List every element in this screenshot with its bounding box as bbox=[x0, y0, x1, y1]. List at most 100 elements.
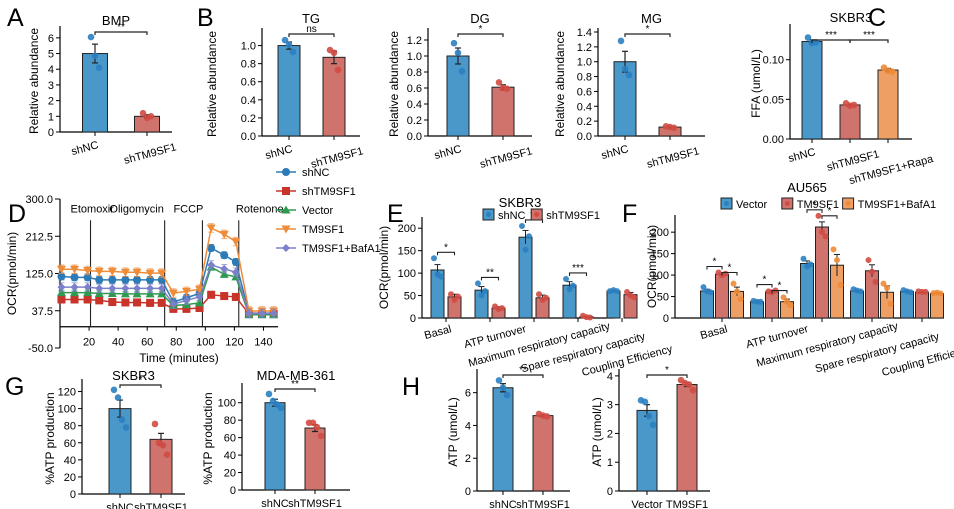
significance-label: * bbox=[444, 242, 448, 253]
x-tick-label: shNC bbox=[433, 143, 463, 162]
y-tick-label: 50 bbox=[404, 291, 416, 303]
y-tick-label: 100 bbox=[58, 404, 76, 416]
data-point bbox=[163, 451, 171, 459]
data-point bbox=[830, 246, 837, 253]
chart-title: MG bbox=[641, 11, 662, 26]
bar-shtm9sf1+rapa bbox=[877, 69, 899, 140]
data-point bbox=[670, 124, 678, 132]
data-point bbox=[587, 314, 593, 321]
marker-triangle-down bbox=[70, 265, 80, 274]
data-point bbox=[807, 261, 814, 268]
bar-tm9sf1 bbox=[715, 273, 729, 319]
legend-item: TM9SF1+BafA1 bbox=[842, 197, 936, 211]
marker-square bbox=[195, 303, 204, 312]
x-tick-label: 60 bbox=[141, 337, 153, 349]
significance-bracket bbox=[274, 388, 316, 392]
y-tick-label: 80 bbox=[224, 415, 236, 427]
marker-circle bbox=[282, 168, 290, 176]
data-point bbox=[114, 394, 122, 401]
bar-tm9sf1 bbox=[676, 384, 698, 492]
data-point bbox=[454, 49, 462, 57]
data-point bbox=[834, 257, 840, 264]
bar-shnc bbox=[492, 387, 514, 492]
significance-bracket bbox=[288, 33, 335, 37]
chart-title: TG bbox=[302, 11, 320, 26]
marker-triangle-down bbox=[132, 268, 142, 277]
data-point bbox=[458, 67, 466, 75]
legend-item: shTM9SF1 bbox=[530, 208, 600, 222]
x-tick-label: shTM9SF1 bbox=[288, 498, 342, 509]
x-tick-label: shTM9SF1 bbox=[516, 499, 570, 509]
y-tick-label: 0.4 bbox=[241, 95, 256, 107]
marker-diamond bbox=[70, 283, 79, 292]
data-point bbox=[641, 398, 649, 406]
y-tick-label: 40 bbox=[64, 455, 76, 467]
legend-item: TM9SF1 bbox=[781, 197, 839, 211]
data-point bbox=[887, 300, 894, 307]
data-point bbox=[431, 255, 437, 262]
bar-shnc bbox=[606, 290, 621, 319]
significance-label: ns bbox=[306, 24, 317, 35]
x-tick-label: shNC bbox=[489, 499, 517, 509]
marker-triangle-down bbox=[94, 267, 104, 276]
x-tick-label: shTM9SF1 bbox=[123, 141, 178, 167]
data-point bbox=[907, 289, 914, 296]
marker-diamond bbox=[269, 309, 278, 318]
y-tick-label: 120 bbox=[58, 387, 76, 399]
bar-shtm9sf1 bbox=[322, 56, 346, 137]
data-point bbox=[922, 288, 929, 295]
significance-label: *** bbox=[825, 30, 837, 41]
bar-shtm9sf1 bbox=[491, 86, 515, 137]
x-tick-label: shTM9SF1 bbox=[134, 502, 188, 509]
y-tick-label: 60 bbox=[224, 433, 236, 445]
data-point bbox=[503, 391, 511, 399]
y-tick-label: 0.0 bbox=[577, 131, 592, 143]
marker-triangle-up bbox=[157, 289, 167, 298]
panel-label-f: F bbox=[622, 200, 637, 228]
marker-triangle-up bbox=[83, 288, 93, 297]
marker-triangle-up bbox=[195, 298, 205, 307]
significance-label: *** bbox=[572, 263, 584, 274]
significance-bracket bbox=[771, 289, 788, 294]
legend-item: shNC bbox=[276, 167, 330, 179]
bar-tm9sf1 bbox=[765, 291, 779, 319]
y-tick-label: 0 bbox=[465, 486, 471, 498]
data-point bbox=[448, 291, 454, 298]
y-tick-label: 0.8 bbox=[241, 59, 256, 71]
marker-diamond bbox=[195, 292, 204, 301]
y-tick-label: 0.6 bbox=[241, 77, 256, 89]
significance-label: * bbox=[479, 24, 483, 35]
significance-bracket bbox=[849, 39, 889, 43]
y-tick-label: 200 bbox=[398, 223, 416, 235]
marker-circle bbox=[207, 243, 216, 252]
significance-bracket bbox=[756, 283, 773, 288]
data-point bbox=[159, 442, 167, 449]
legend-item: Vector bbox=[720, 197, 768, 211]
data-point bbox=[438, 273, 444, 280]
y-tick-label: 212.5 bbox=[25, 231, 53, 243]
chart-g-mda: MDA-MB-361 0 20 40 60 80 100%ATP production shN… bbox=[201, 368, 350, 509]
marker-circle bbox=[231, 258, 240, 267]
data-point bbox=[800, 255, 807, 262]
x-tick-label: shNC bbox=[264, 143, 294, 162]
significance-label: ** bbox=[117, 22, 125, 33]
data-point bbox=[819, 229, 825, 236]
legend: Vector TM9SF1 TM9SF1+BafA1 bbox=[720, 197, 936, 211]
y-tick-label: 60 bbox=[64, 438, 76, 450]
significance-bracket bbox=[624, 33, 671, 37]
legend-item: shNC bbox=[482, 208, 526, 222]
data-point bbox=[649, 421, 657, 429]
bar-tm9sf1 bbox=[815, 226, 829, 319]
x-tick-label: shNC bbox=[261, 498, 289, 509]
y-tick-label: 0.6 bbox=[577, 86, 592, 98]
data-point bbox=[475, 280, 481, 287]
data-point bbox=[869, 268, 875, 275]
data-point bbox=[804, 34, 812, 41]
legend-item: TM9SF1+BafA1 bbox=[276, 243, 381, 255]
data-point bbox=[614, 288, 620, 295]
y-tick-label: 0 bbox=[70, 489, 76, 501]
injection-label: Rotenone bbox=[236, 204, 284, 216]
y-tick-label: 40 bbox=[224, 450, 236, 462]
significance-label: * bbox=[778, 281, 782, 292]
